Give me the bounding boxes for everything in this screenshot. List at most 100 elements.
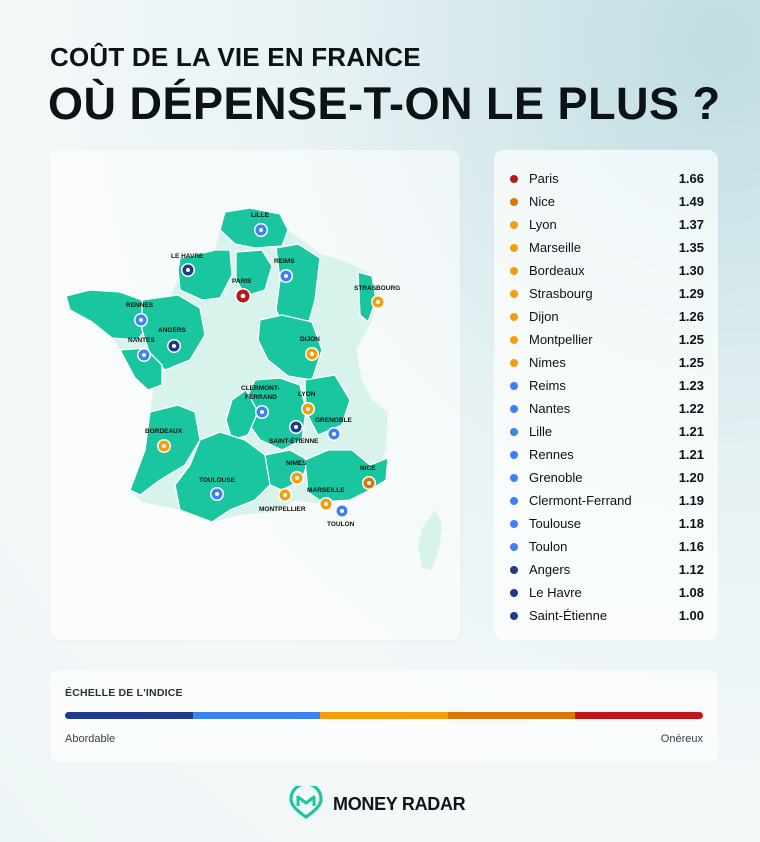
- marker-nice[interactable]: [362, 476, 376, 490]
- label-dijon: DIJON: [300, 336, 320, 343]
- ranking-value: 1.25: [678, 332, 704, 347]
- marker-paris[interactable]: [235, 288, 251, 304]
- ranking-dot: [510, 267, 518, 275]
- ranking-row: Montpellier 1.25: [508, 331, 704, 351]
- city-labels: LILLE LE HAVRE PARIS REIMS STRASBOURG RE…: [126, 212, 400, 528]
- ranking-value: 1.30: [678, 263, 704, 278]
- ranking-row: Reims 1.23: [508, 377, 704, 397]
- ranking-dot: [510, 520, 518, 528]
- scale-bar: [65, 712, 703, 719]
- scale-segment-2: [192, 712, 321, 719]
- marker-dijon[interactable]: [305, 347, 319, 361]
- label-clermont-2: FERRAND: [245, 394, 277, 401]
- ranking-dot: [510, 543, 518, 551]
- ranking-dot: [510, 359, 518, 367]
- label-nice: NICE: [360, 465, 376, 472]
- ranking-row: Rennes 1.21: [508, 446, 704, 466]
- ranking-value: 1.25: [678, 355, 704, 370]
- marker-strasbourg[interactable]: [371, 295, 385, 309]
- marker-lyon[interactable]: [301, 402, 315, 416]
- ranking-dot: [510, 175, 518, 183]
- ranking-city: Nantes: [529, 401, 571, 416]
- france-map: LILLE LE HAVRE PARIS REIMS STRASBOURG RE…: [65, 207, 442, 570]
- ranking-value: 1.21: [678, 447, 704, 462]
- marker-clermont-ferrand[interactable]: [255, 405, 269, 419]
- ranking-card: Paris 1.66 Nice 1.49 Lyon 1.37 Marseille 1.3…: [494, 150, 718, 640]
- ranking-dot: [510, 566, 518, 574]
- ranking-value: 1.20: [678, 470, 704, 485]
- ranking-value: 1.22: [678, 401, 704, 416]
- ranking-row: Le Havre 1.08: [508, 584, 704, 604]
- ranking-value: 1.29: [678, 286, 704, 301]
- marker-rennes[interactable]: [134, 313, 148, 327]
- label-bordeaux: BORDEAUX: [145, 428, 183, 435]
- label-grenoble: GRENOBLE: [315, 417, 353, 424]
- ranking-dot: [510, 313, 518, 321]
- ranking-row: Nimes 1.25: [508, 354, 704, 374]
- marker-nantes[interactable]: [137, 348, 151, 362]
- scale-segment-5: [575, 712, 703, 719]
- scale-card: ÉCHELLE DE L'INDICE Abordable Onéreux: [50, 670, 718, 762]
- ranking-city: Clermont-Ferrand: [529, 493, 632, 508]
- ranking-value: 1.49: [678, 194, 704, 209]
- ranking-row: Toulouse 1.18: [508, 515, 704, 535]
- marker-angers[interactable]: [167, 339, 181, 353]
- corsica: [418, 510, 442, 570]
- label-saint-etienne: SAINT-ÉTIENNE: [269, 436, 319, 445]
- title-line-1: COÛT DE LA VIE EN FRANCE: [50, 42, 421, 72]
- ranking-dot: [510, 198, 518, 206]
- ranking-value: 1.19: [678, 493, 704, 508]
- marker-bordeaux[interactable]: [157, 439, 171, 453]
- radar-logo-icon: [289, 782, 323, 819]
- ranking-city: Saint-Étienne: [529, 608, 608, 623]
- marker-le-havre[interactable]: [181, 263, 195, 277]
- ranking-row: Saint-Étienne 1.00: [508, 607, 704, 627]
- marker-nimes[interactable]: [290, 471, 304, 485]
- ranking-city: Toulouse: [529, 516, 582, 531]
- label-marseille: MARSEILLE: [307, 487, 345, 494]
- ranking-row: Nantes 1.22: [508, 400, 704, 420]
- ranking-city: Grenoble: [529, 470, 583, 485]
- marker-toulouse[interactable]: [210, 487, 224, 501]
- ranking-city: Nice: [529, 194, 556, 209]
- brand: MONEY RADAR: [287, 782, 466, 819]
- map-card: LILLE LE HAVRE PARIS REIMS STRASBOURG RE…: [50, 150, 460, 640]
- ranking-value: 1.37: [678, 217, 704, 232]
- ranking-dot: [510, 428, 518, 436]
- ranking-value: 1.66: [678, 171, 704, 186]
- brand-name: MONEY RADAR: [333, 794, 466, 814]
- label-strasbourg: STRASBOURG: [354, 285, 400, 292]
- ranking-city: Reims: [529, 378, 566, 393]
- marker-montpellier[interactable]: [278, 488, 292, 502]
- ranking-row: Marseille 1.35: [508, 239, 704, 259]
- scale-segment-3: [320, 712, 448, 719]
- ranking-row: Clermont-Ferrand 1.19: [508, 492, 704, 512]
- ranking-value: 1.21: [678, 424, 704, 439]
- label-toulon: TOULON: [327, 521, 355, 528]
- ranking-row: Grenoble 1.20: [508, 469, 704, 489]
- ranking-city: Le Havre: [529, 585, 582, 600]
- ranking-city: Nimes: [529, 355, 566, 370]
- ranking-city: Montpellier: [529, 332, 593, 347]
- marker-saint-etienne[interactable]: [289, 420, 303, 434]
- ranking-value: 1.08: [678, 585, 704, 600]
- marker-grenoble[interactable]: [327, 427, 341, 441]
- ranking-row: Nice 1.49: [508, 193, 704, 213]
- label-clermont-1: CLERMONT-: [241, 385, 280, 392]
- ranking-value: 1.18: [678, 516, 704, 531]
- marker-lille[interactable]: [254, 223, 268, 237]
- marker-marseille[interactable]: [319, 497, 333, 511]
- ranking-value: 1.16: [678, 539, 704, 554]
- ranking-row: Lille 1.21: [508, 423, 704, 443]
- scale-left-label: Abordable: [65, 733, 116, 745]
- label-angers: ANGERS: [158, 327, 186, 334]
- label-lille: LILLE: [251, 212, 270, 219]
- marker-toulon[interactable]: [335, 504, 349, 518]
- label-montpellier: MONTPELLIER: [259, 506, 306, 513]
- ranking-dot: [510, 497, 518, 505]
- ranking-city: Lyon: [529, 217, 557, 232]
- ranking-dot: [510, 451, 518, 459]
- ranking-row: Paris 1.66: [508, 170, 704, 190]
- marker-reims[interactable]: [279, 269, 293, 283]
- ranking-city: Paris: [529, 171, 559, 186]
